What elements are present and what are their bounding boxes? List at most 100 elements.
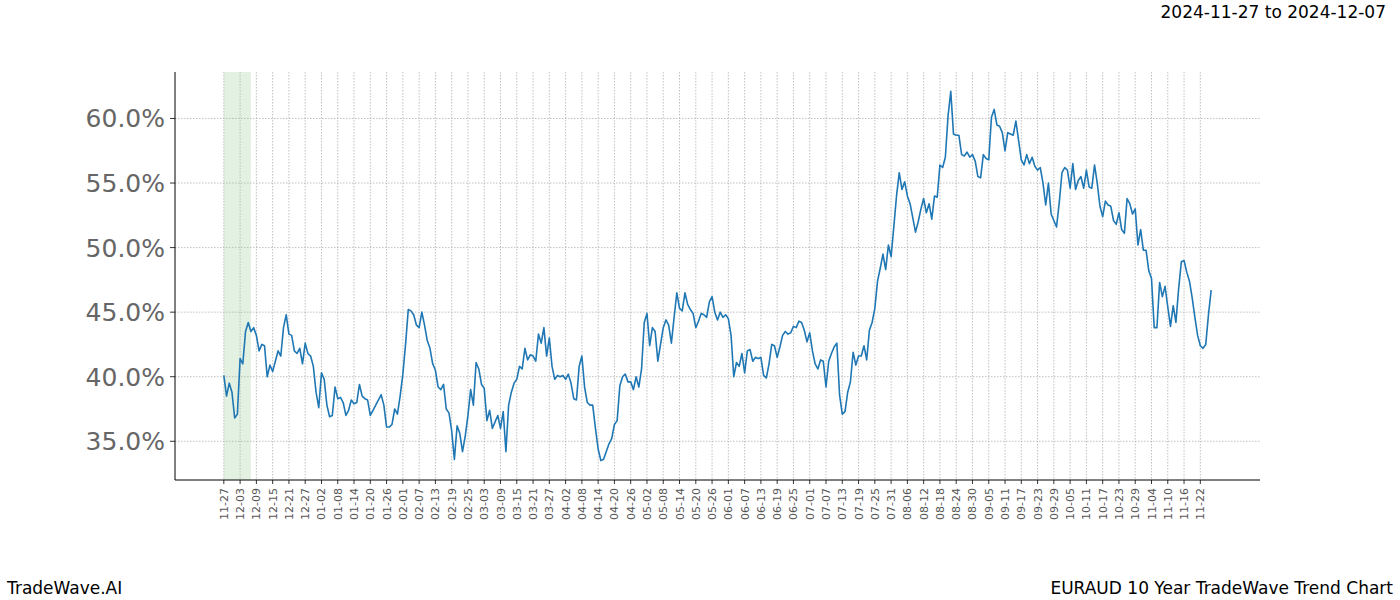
- x-tick: [1102, 480, 1103, 484]
- x-tick-label: 06-19: [771, 488, 784, 520]
- x-grid-line: [549, 72, 550, 480]
- x-tick: [728, 480, 729, 484]
- x-grid-line: [858, 72, 859, 480]
- x-tick: [972, 480, 973, 484]
- trend-line: [224, 91, 1211, 460]
- x-tick-label: 02-13: [429, 488, 442, 520]
- x-tick: [435, 480, 436, 484]
- y-tick: [170, 376, 175, 377]
- highlight-band: [224, 72, 251, 480]
- y-tick-label: 60.0%: [86, 104, 165, 133]
- x-tick: [988, 480, 989, 484]
- x-tick: [305, 480, 306, 484]
- x-grid-line: [533, 72, 534, 480]
- x-tick-label: 11-04: [1146, 488, 1159, 520]
- x-tick-label: 07-31: [885, 488, 898, 520]
- x-tick-label: 10-05: [1064, 488, 1077, 520]
- x-tick-label: 06-01: [722, 488, 735, 520]
- y-tick: [170, 183, 175, 184]
- x-grid-line: [728, 72, 729, 480]
- x-tick: [533, 480, 534, 484]
- x-tick: [793, 480, 794, 484]
- x-grid-line: [321, 72, 322, 480]
- y-grid-line: [175, 247, 1260, 248]
- x-grid-line: [874, 72, 875, 480]
- x-tick-label: 10-29: [1129, 488, 1142, 520]
- x-tick-label: 03-21: [527, 488, 540, 520]
- x-tick: [1070, 480, 1071, 484]
- x-tick: [777, 480, 778, 484]
- x-tick-label: 12-21: [283, 488, 296, 520]
- x-tick: [826, 480, 827, 484]
- x-tick-label: 04-14: [592, 488, 605, 520]
- x-grid-line: [695, 72, 696, 480]
- x-tick-label: 12-09: [250, 488, 263, 520]
- brand: TradeWave.AI: [6, 578, 122, 598]
- x-grid-line: [1167, 72, 1168, 480]
- x-grid-line: [1184, 72, 1185, 480]
- x-tick-label: 09-11: [999, 488, 1012, 520]
- x-tick: [256, 480, 257, 484]
- x-tick-label: 01-14: [348, 488, 361, 520]
- x-tick: [679, 480, 680, 484]
- x-grid-line: [354, 72, 355, 480]
- x-tick-label: 04-26: [625, 488, 638, 520]
- x-tick-label: 05-20: [690, 488, 703, 520]
- x-grid-line: [435, 72, 436, 480]
- x-tick-label: 06-07: [739, 488, 752, 520]
- x-grid-line: [891, 72, 892, 480]
- title: EURAUD 10 Year TradeWave Trend Chart: [1050, 578, 1393, 598]
- x-tick-label: 12-15: [267, 488, 280, 520]
- x-grid-line: [402, 72, 403, 480]
- y-grid-line: [175, 376, 1260, 377]
- x-tick: [663, 480, 664, 484]
- x-grid-line: [451, 72, 452, 480]
- x-tick: [549, 480, 550, 484]
- x-grid-line: [760, 72, 761, 480]
- x-tick-label: 09-17: [1015, 488, 1028, 520]
- x-tick-label: 04-08: [576, 488, 589, 520]
- x-grid-line: [809, 72, 810, 480]
- x-grid-line: [484, 72, 485, 480]
- x-tick: [695, 480, 696, 484]
- y-grid-line: [175, 312, 1260, 313]
- x-tick: [321, 480, 322, 484]
- x-grid-line: [370, 72, 371, 480]
- x-axis-line: [175, 480, 1260, 481]
- x-tick: [451, 480, 452, 484]
- x-tick-label: 11-27: [218, 488, 231, 520]
- line-group: [224, 91, 1211, 460]
- x-tick-label: 05-02: [641, 488, 654, 520]
- x-tick-label: 11-22: [1194, 488, 1207, 520]
- x-grid-line: [1070, 72, 1071, 480]
- x-tick: [939, 480, 940, 484]
- x-tick-label: 08-30: [966, 488, 979, 520]
- y-tick-label: 35.0%: [86, 427, 165, 456]
- x-tick: [1118, 480, 1119, 484]
- x-grid-line: [1021, 72, 1022, 480]
- x-tick: [1053, 480, 1054, 484]
- x-grid-line: [777, 72, 778, 480]
- x-tick-label: 08-06: [901, 488, 914, 520]
- y-tick-label: 50.0%: [86, 234, 165, 263]
- x-tick: [288, 480, 289, 484]
- x-tick-label: 08-18: [934, 488, 947, 520]
- x-tick: [565, 480, 566, 484]
- x-tick: [1086, 480, 1087, 484]
- x-grid-line: [1200, 72, 1201, 480]
- x-tick: [1005, 480, 1006, 484]
- x-tick: [337, 480, 338, 484]
- x-grid-line: [646, 72, 647, 480]
- y-axis: 35.0%40.0%45.0%50.0%55.0%60.0%: [86, 104, 1260, 456]
- x-tick: [1151, 480, 1152, 484]
- x-tick-label: 09-05: [983, 488, 996, 520]
- x-tick: [907, 480, 908, 484]
- x-tick: [598, 480, 599, 484]
- x-tick-label: 01-02: [315, 488, 328, 520]
- x-tick-label: 06-13: [755, 488, 768, 520]
- y-grid-line: [175, 441, 1260, 442]
- x-grid-line: [1005, 72, 1006, 480]
- y-tick: [170, 118, 175, 119]
- x-tick: [1184, 480, 1185, 484]
- x-grid-line: [305, 72, 306, 480]
